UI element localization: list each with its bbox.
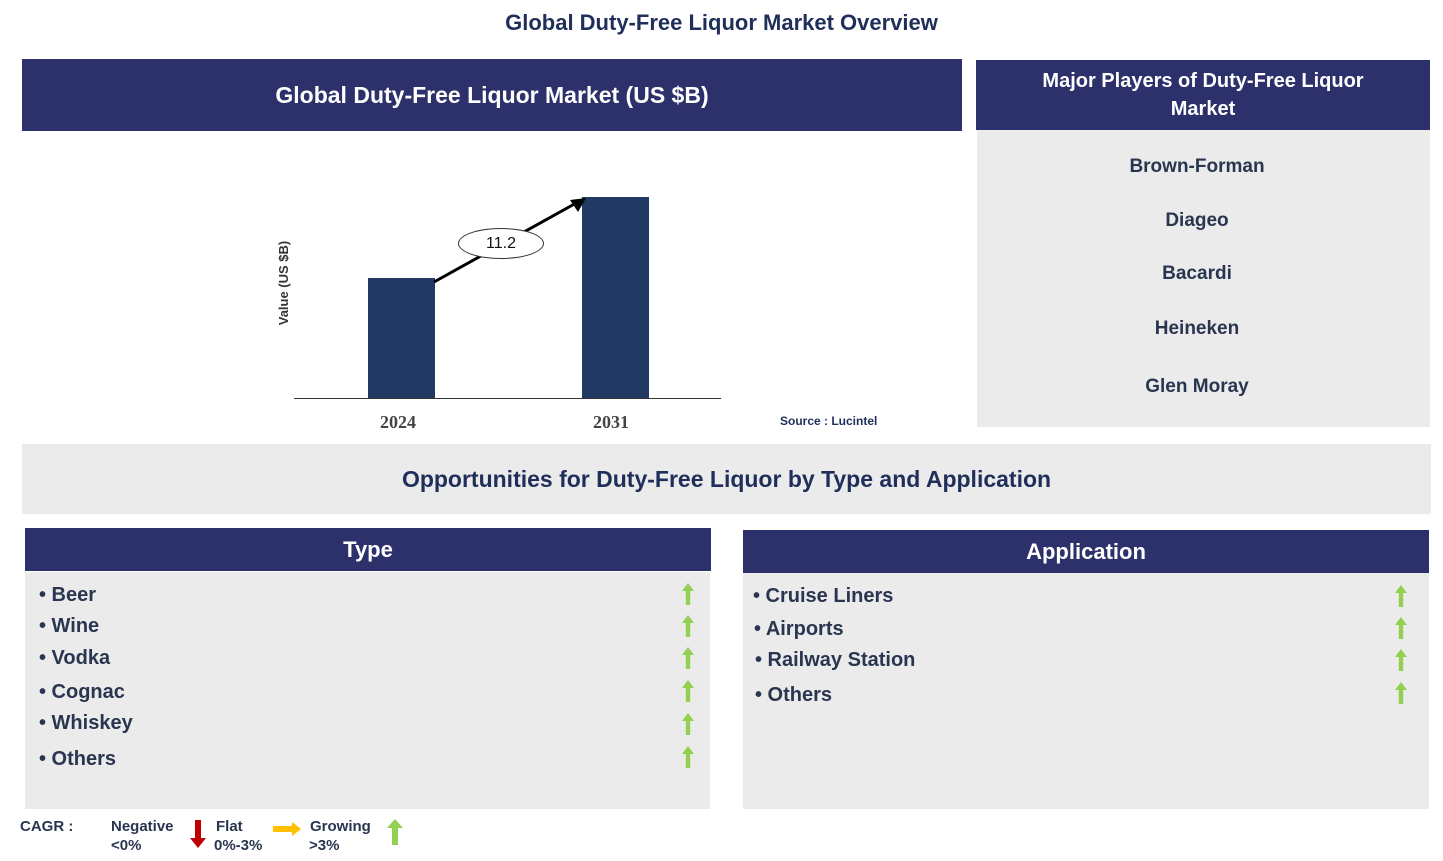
growing-arrow-icon — [387, 819, 403, 845]
growing-arrow-icon — [1395, 649, 1407, 671]
legend-title: CAGR : — [20, 818, 74, 835]
type-header: Type — [25, 528, 711, 571]
growing-arrow-icon — [682, 680, 694, 702]
application-header: Application — [743, 530, 1429, 573]
opportunities-banner: Opportunities for Duty-Free Liquor by Ty… — [22, 444, 1431, 514]
growing-arrow-icon — [1395, 617, 1407, 639]
legend-growing-label: Growing — [310, 818, 371, 835]
type-list: • Beer • Wine • Vodka • Cognac • Whiskey… — [25, 572, 710, 809]
x-tick-2031: 2031 — [593, 412, 629, 432]
bar-2031 — [582, 197, 649, 398]
growing-arrow-icon — [1395, 682, 1407, 704]
players-list: Brown-Forman Diageo Bacardi Heineken Gle… — [977, 130, 1430, 427]
type-item: • Vodka — [39, 647, 111, 669]
type-item: • Cognac — [39, 681, 125, 703]
application-item: • Cruise Liners — [753, 585, 894, 607]
growing-arrow-icon — [682, 615, 694, 637]
growing-arrow-icon — [682, 647, 694, 669]
application-item: • Airports — [754, 618, 844, 640]
growing-arrow-icon — [682, 583, 694, 605]
growing-arrow-icon — [682, 713, 694, 735]
legend-flat-range: 0%-3% — [214, 837, 263, 854]
player-item: Glen Moray — [1145, 376, 1249, 397]
y-axis-label: Value (US $B) — [276, 240, 291, 326]
cagr-legend: CAGR : Negative <0% Flat 0%-3% Growing >… — [0, 812, 460, 861]
legend-negative-range: <0% — [111, 837, 142, 854]
flat-arrow-icon — [273, 822, 301, 836]
cagr-annotation: 11.2 — [458, 228, 544, 259]
type-item: • Others — [39, 748, 117, 770]
x-axis — [294, 398, 721, 399]
application-list: • Cruise Liners • Airports • Railway Sta… — [743, 573, 1429, 809]
players-header: Major Players of Duty-Free Liquor Market — [976, 60, 1430, 130]
application-item: • Railway Station — [755, 649, 916, 671]
application-item: • Others — [755, 684, 833, 706]
legend-negative-label: Negative — [111, 818, 174, 835]
source-note: Source : Lucintel — [780, 414, 878, 428]
player-item: Heineken — [1154, 318, 1240, 339]
growing-arrow-icon — [682, 746, 694, 768]
player-item: Diageo — [1165, 210, 1229, 231]
x-tick-2024: 2024 — [380, 412, 416, 432]
player-item: Bacardi — [1162, 263, 1232, 284]
legend-flat-label: Flat — [216, 818, 243, 835]
type-item: • Whiskey — [39, 712, 133, 734]
player-item: Brown-Forman — [1129, 156, 1265, 177]
chart-header: Global Duty-Free Liquor Market (US $B) — [22, 59, 962, 131]
type-item: • Beer — [39, 584, 97, 606]
bar-2024 — [368, 278, 435, 398]
legend-growing-range: >3% — [309, 837, 340, 854]
page-title: Global Duty-Free Liquor Market Overview — [505, 10, 938, 35]
growing-arrow-icon — [1395, 585, 1407, 607]
negative-arrow-icon — [190, 820, 206, 848]
type-item: • Wine — [39, 615, 100, 637]
